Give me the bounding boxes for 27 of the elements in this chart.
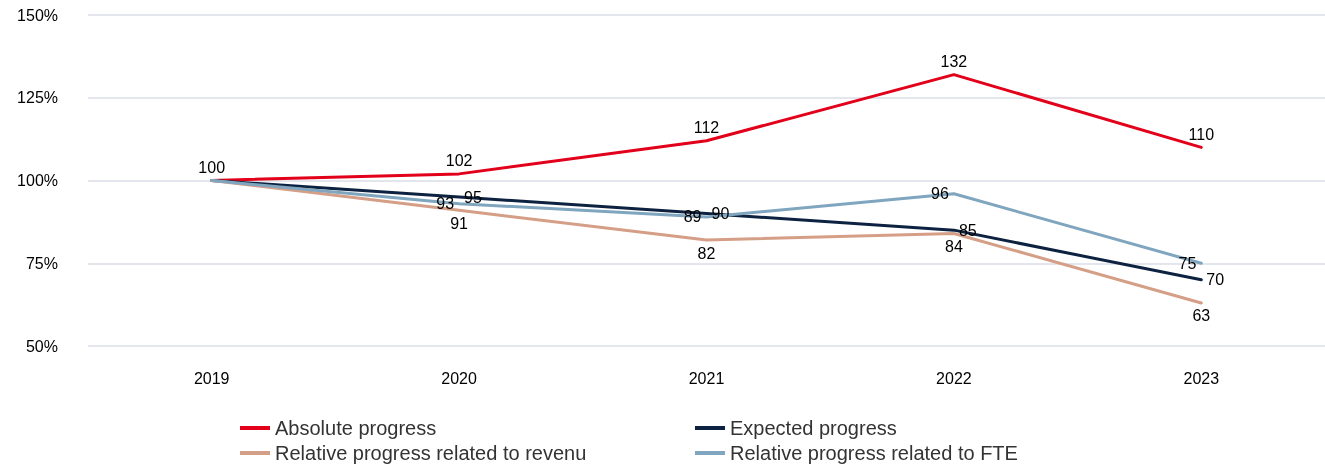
data-label: 100 (198, 159, 226, 176)
legend-label: Absolute progress (275, 417, 437, 439)
data-label: 112 (693, 119, 720, 137)
x-tick-label: 2022 (936, 369, 972, 387)
data-label: 70 (1206, 271, 1225, 289)
data-label: 84 (945, 237, 963, 255)
y-tick-label: 75% (25, 254, 58, 272)
x-tick-label: 2020 (441, 369, 477, 387)
data-label: 93 (436, 195, 455, 213)
data-label: 91 (450, 214, 469, 232)
legend-label: Relative progress related to revenu (275, 442, 587, 464)
data-label: 82 (697, 244, 716, 262)
y-tick-label: 100% (17, 172, 58, 189)
x-tick-label: 2019 (193, 369, 230, 387)
data-label: 110 (1188, 125, 1215, 143)
data-label: 75 (1178, 254, 1197, 272)
data-label: 63 (1192, 307, 1211, 325)
legend-label: Expected progress (730, 417, 897, 439)
y-tick-label: 125% (17, 89, 58, 107)
y-tick-label: 150% (17, 6, 58, 24)
x-tick-label: 2023 (1183, 369, 1220, 387)
data-label: 96 (931, 185, 949, 203)
x-tick-label: 2021 (688, 369, 725, 387)
data-label: 132 (940, 53, 968, 71)
data-label: 102 (445, 152, 473, 170)
legend-label: Relative progress related to FTE (730, 442, 1018, 464)
y-tick-label: 50% (25, 337, 58, 355)
